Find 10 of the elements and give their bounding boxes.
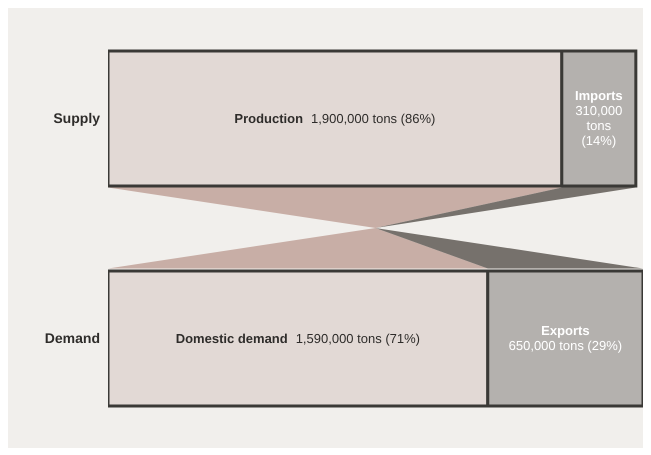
y-tick-label: Demand [44, 330, 100, 346]
series-label: Exports [541, 323, 590, 338]
series-label: Production [234, 110, 304, 126]
y-tick-label: Supply [53, 110, 100, 126]
data-label: 310,000 tons (14%) [575, 103, 622, 148]
data-label: 650,000 tons (29%) [508, 338, 622, 354]
series-label: Domestic demand [176, 330, 288, 346]
data-label: 1,590,000 tons (71%) [296, 330, 420, 346]
data-label: 1,900,000 tons (86%) [311, 110, 436, 126]
series-label: Imports [574, 88, 623, 104]
